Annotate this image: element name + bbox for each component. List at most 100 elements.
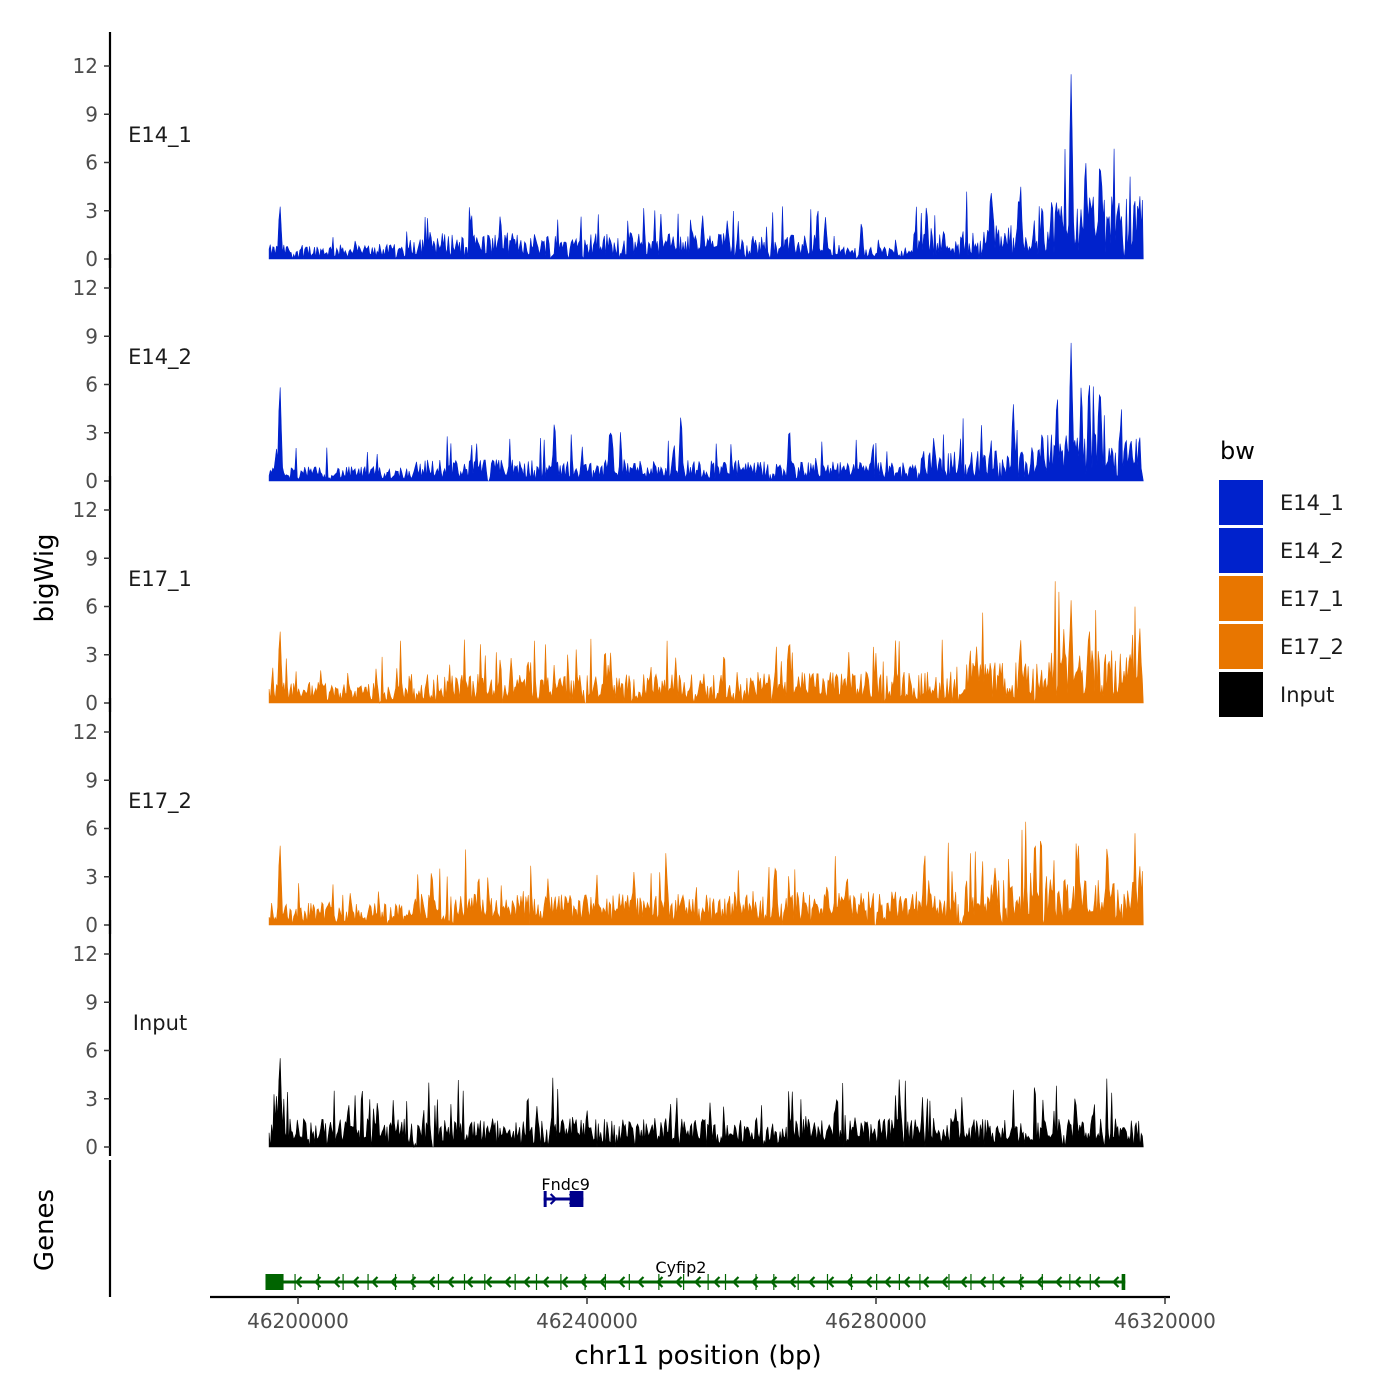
strand-arrow: [807, 1276, 816, 1288]
y-tick-label: 9: [85, 768, 98, 792]
y-tick-label: 12: [73, 720, 98, 744]
strand-arrow: [1016, 1276, 1025, 1288]
gene-label: Cyfip2: [655, 1258, 706, 1277]
y-tick-label: 0: [85, 469, 98, 493]
track-E17_2: 0 3 6 9 12 E17_2: [73, 698, 1144, 937]
strand-arrow: [465, 1276, 474, 1288]
x-tick-label: 46280000: [825, 1309, 927, 1333]
exon: [1121, 1274, 1126, 1290]
signal-area-E14_2: [268, 342, 1144, 482]
y-tick-label: 9: [85, 324, 98, 348]
legend-swatch-E17_2: [1219, 624, 1263, 669]
y-tick-label: 12: [73, 942, 98, 966]
signal-area-E17_2: [268, 821, 1144, 926]
y-tick-label: 9: [85, 990, 98, 1014]
x-axis: 46200000 46240000 46280000 46320000: [210, 1295, 1216, 1333]
legend-label: E17_2: [1280, 635, 1344, 660]
strand-arrow: [940, 1276, 949, 1288]
strand-arrow: [655, 1276, 664, 1288]
x-tick-label: 46320000: [1114, 1309, 1216, 1333]
y-tick-label: 9: [85, 546, 98, 570]
strand-arrow: [370, 1276, 379, 1288]
strand-arrow: [598, 1276, 607, 1288]
y-tick-label: 3: [85, 1087, 98, 1111]
legend-swatch-Input: [1219, 672, 1263, 717]
signal-tracks: 0 3 6 9 12 E14_1 0 3 6 9 12 E14_2 0 3 6 9 12 E17_1 0 3 6 9 12 E…: [73, 32, 1144, 1159]
y-tick-label: 0: [85, 247, 98, 271]
strand-arrow: [332, 1276, 341, 1288]
legend-swatch-E14_1: [1219, 480, 1263, 525]
strand-arrow: [1111, 1276, 1120, 1288]
strand-arrow: [503, 1276, 512, 1288]
strand-arrow: [1054, 1276, 1063, 1288]
strand-arrow: [484, 1276, 493, 1288]
gene-Cyfip2: Cyfip2: [265, 1258, 1126, 1290]
strand-arrow: [826, 1276, 835, 1288]
strand-arrow: [693, 1276, 702, 1288]
y-tick-label: 6: [85, 151, 98, 175]
strand-arrow: [427, 1276, 436, 1288]
strand-arrow: [959, 1276, 968, 1288]
y-tick-label: 0: [85, 913, 98, 937]
strand-arrow: [769, 1276, 778, 1288]
y-tick-label: 3: [85, 865, 98, 889]
strand-arrow: [902, 1276, 911, 1288]
exon: [543, 1191, 547, 1207]
strand-arrow: [549, 1193, 558, 1205]
gene-track: Fndc9 Cyfip2: [108, 1160, 1126, 1297]
legend-label: E17_1: [1280, 587, 1344, 612]
legend-label: E14_2: [1280, 539, 1344, 564]
y-tick-label: 6: [85, 595, 98, 619]
strand-arrow: [864, 1276, 873, 1288]
legend-title: bw: [1220, 437, 1255, 465]
legend-swatch-E14_2: [1219, 528, 1263, 573]
legend-label: Input: [1280, 683, 1334, 707]
track-label: E14_1: [128, 123, 192, 148]
x-tick-label: 46200000: [247, 1309, 349, 1333]
y-tick-label: 12: [73, 498, 98, 522]
genes-axis-title: Genes: [30, 1189, 60, 1271]
strand-arrow: [446, 1276, 455, 1288]
strand-arrow: [1092, 1276, 1101, 1288]
track-label: E17_1: [128, 567, 192, 592]
legend: bw E14_1 E14_2 E17_1 E17_2 Input: [1219, 437, 1344, 717]
legend-swatch-E17_1: [1219, 576, 1263, 621]
track-Input: 0 3 6 9 12 Input: [73, 920, 1144, 1159]
y-axis-title: bigWig: [30, 533, 60, 622]
strand-arrow: [921, 1276, 930, 1288]
y-tick-label: 3: [85, 199, 98, 223]
strand-arrow: [560, 1276, 569, 1288]
signal-area-E17_1: [268, 581, 1144, 704]
strand-arrow: [351, 1276, 360, 1288]
exon: [265, 1274, 284, 1290]
track-E14_1: 0 3 6 9 12 E14_1: [73, 32, 1144, 271]
strand-arrow: [731, 1276, 740, 1288]
y-tick-label: 12: [73, 276, 98, 300]
strand-arrow: [522, 1276, 531, 1288]
strand-arrow: [408, 1276, 417, 1288]
y-tick-label: 3: [85, 421, 98, 445]
strand-arrow: [1035, 1276, 1044, 1288]
signal-area-E14_1: [268, 74, 1144, 260]
y-tick-label: 0: [85, 1135, 98, 1159]
y-tick-label: 6: [85, 373, 98, 397]
track-E17_1: 0 3 6 9 12 E17_1: [73, 476, 1144, 715]
strand-arrow: [997, 1276, 1006, 1288]
signal-area-Input: [268, 1058, 1144, 1149]
x-axis-title: chr11 position (bp): [574, 1341, 821, 1371]
y-tick-label: 6: [85, 817, 98, 841]
strand-arrow: [541, 1276, 550, 1288]
y-tick-label: 3: [85, 643, 98, 667]
y-tick-label: 6: [85, 1039, 98, 1063]
gene-label: Fndc9: [541, 1175, 589, 1194]
strand-arrow: [636, 1276, 645, 1288]
y-tick-label: 12: [73, 54, 98, 78]
strand-arrow: [389, 1276, 398, 1288]
strand-arrow: [978, 1276, 987, 1288]
strand-arrow: [845, 1276, 854, 1288]
y-tick-label: 9: [85, 102, 98, 126]
strand-arrow: [617, 1276, 626, 1288]
track-label: Input: [133, 1011, 187, 1035]
legend-label: E14_1: [1280, 491, 1344, 516]
